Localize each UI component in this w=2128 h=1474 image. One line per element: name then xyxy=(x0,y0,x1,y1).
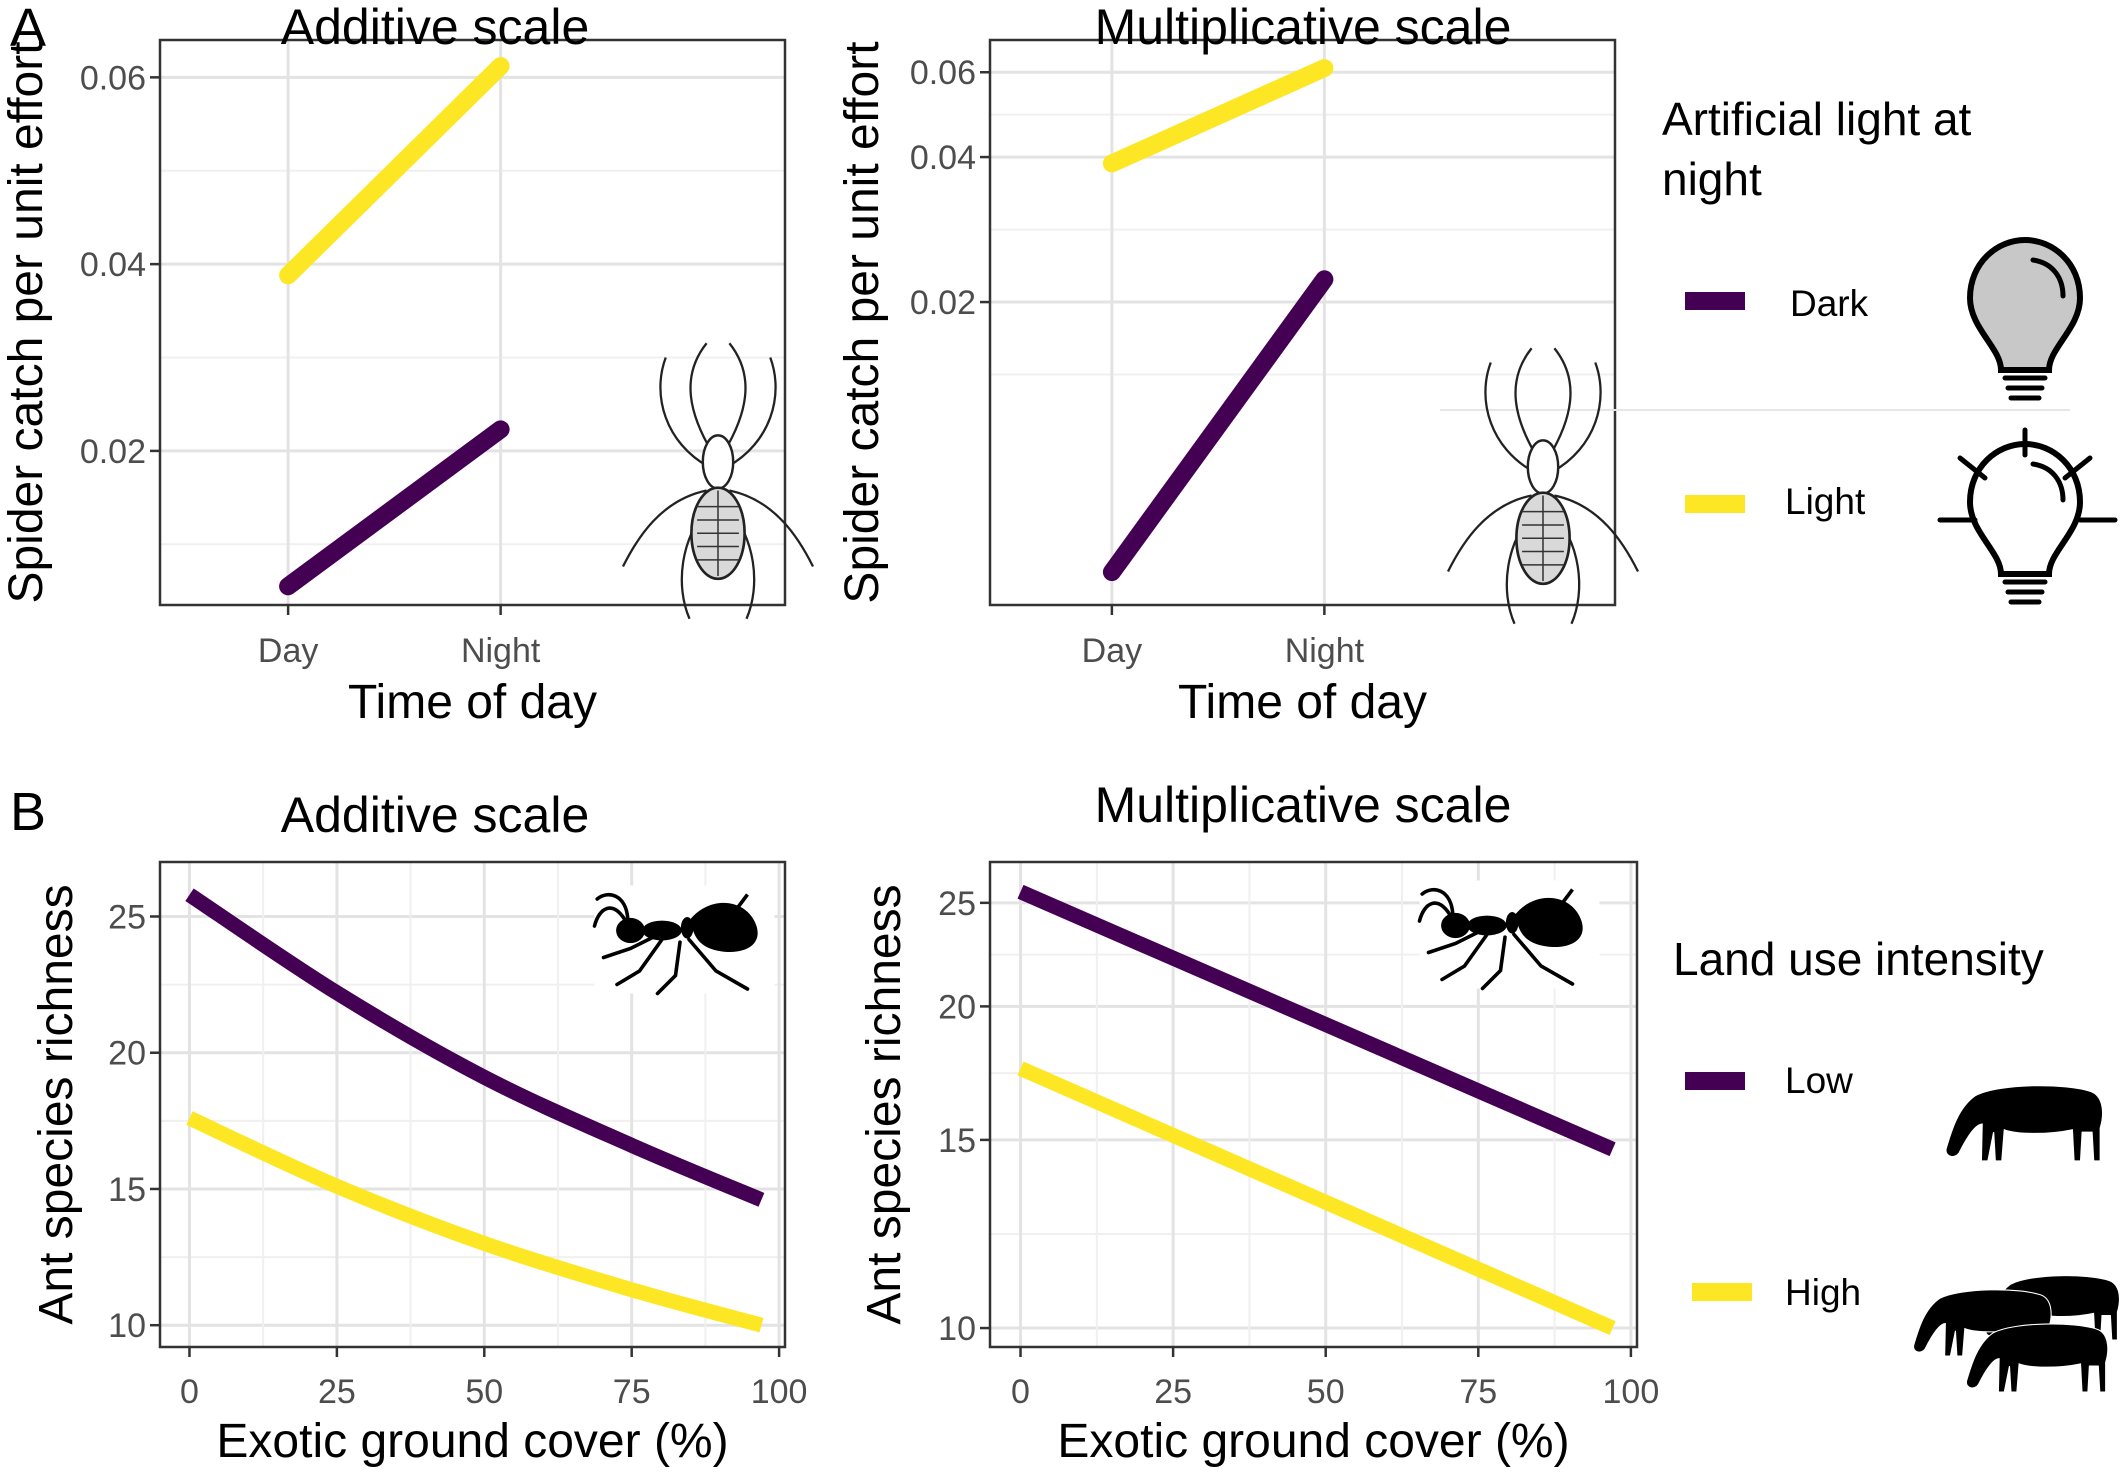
legend-land: Land use intensity Low High xyxy=(1673,933,2044,1313)
x-tick-label: 75 xyxy=(613,1373,651,1411)
bulb-off-icon xyxy=(1966,236,2084,401)
ant-icon xyxy=(592,885,775,996)
x-tick-label: 0 xyxy=(1011,1373,1030,1411)
y-tick-label: 0.02 xyxy=(80,433,146,471)
y-tick-label: 25 xyxy=(108,898,146,936)
chart-ant-multiplicative: 10 15 20 25 0 25 50 75 100 Multiplicative scale Ex… xyxy=(858,777,1659,1468)
y-axis-label: Spider catch per unit effort xyxy=(0,41,53,603)
x-tick-label: 75 xyxy=(1459,1373,1497,1411)
series-line-high xyxy=(186,1111,764,1333)
spider-icon-2 xyxy=(1446,347,1640,625)
plot-border xyxy=(158,38,787,607)
chart-spider-additive: 0.02 0.04 0.06 Day Night Additive scale Time o… xyxy=(0,0,787,729)
x-tick-label: 0 xyxy=(180,1373,199,1411)
x-tick-label: 50 xyxy=(1307,1373,1345,1411)
chart-title: Additive scale xyxy=(281,0,590,55)
panel-letter-a: A xyxy=(10,0,46,58)
legend-label-high: High xyxy=(1785,1272,1861,1313)
plot-border xyxy=(158,860,787,1349)
series-line-high xyxy=(1017,1061,1616,1335)
chart-spider-multiplicative: 0.02 0.04 0.06 Day Night Multiplicative scale… xyxy=(836,0,1617,729)
y-tick-label: 0.06 xyxy=(80,59,146,97)
x-axis-label: Time of day xyxy=(348,676,597,729)
y-tick-label: 10 xyxy=(108,1307,146,1345)
ant-icon-2 xyxy=(1417,880,1600,991)
cow-icon-3 xyxy=(1913,1289,2052,1357)
legend-label-dark: Dark xyxy=(1790,283,1869,324)
x-tick-label: Day xyxy=(1082,632,1142,670)
x-tick-label: 100 xyxy=(1603,1373,1660,1411)
legend-land-title: Land use intensity xyxy=(1673,933,2044,985)
y-tick-label: 20 xyxy=(108,1035,146,1073)
chart-title: Multiplicative scale xyxy=(1095,0,1512,55)
legend-key-low xyxy=(1685,1072,1745,1090)
chart-title: Additive scale xyxy=(281,787,590,843)
legend-light: Artificial light at night Dark Light xyxy=(1440,93,2118,605)
series-line-dark xyxy=(279,420,510,596)
bulb-on-icon xyxy=(1937,427,2118,605)
plot-border xyxy=(988,38,1617,607)
series-line-light xyxy=(1102,59,1334,173)
y-axis-label: Spider catch per unit effort xyxy=(836,41,889,603)
cow-icon xyxy=(1945,1084,2104,1162)
x-tick-label: 50 xyxy=(465,1373,503,1411)
x-tick-label: 25 xyxy=(318,1373,356,1411)
y-tick-label: 0.04 xyxy=(80,246,146,284)
y-tick-label: 15 xyxy=(108,1171,146,1209)
plot-border xyxy=(988,860,1639,1349)
x-axis-label: Exotic ground cover (%) xyxy=(1057,1415,1569,1468)
x-tick-label: 100 xyxy=(751,1373,808,1411)
y-tick-label: 15 xyxy=(938,1122,976,1160)
x-tick-label: 25 xyxy=(1154,1373,1192,1411)
legend-label-low: Low xyxy=(1785,1060,1853,1101)
x-tick-label: Night xyxy=(461,632,541,670)
legend-key-dark xyxy=(1685,292,1745,310)
panel-letter-b: B xyxy=(10,782,46,842)
spider-icon xyxy=(621,342,815,620)
series-line-low xyxy=(185,888,765,1207)
cow-icon-4 xyxy=(1965,1323,2109,1393)
y-tick-label: 25 xyxy=(938,885,976,923)
legend-label-light: Light xyxy=(1785,481,1866,522)
chart-ant-additive: 10 15 20 25 0 25 50 75 100 Additive scale Exotic g… xyxy=(30,787,807,1468)
x-tick-label: Night xyxy=(1285,632,1365,670)
series-line-dark xyxy=(1102,270,1334,582)
chart-title: Multiplicative scale xyxy=(1095,777,1512,833)
y-axis-label: Ant species richness xyxy=(30,884,83,1324)
series-line-light xyxy=(279,57,510,285)
legend-key-light xyxy=(1685,495,1745,513)
x-tick-label: Day xyxy=(258,632,318,670)
legend-light-title-line2: night xyxy=(1662,153,1762,205)
y-tick-label: 0.02 xyxy=(910,284,976,322)
x-axis-label: Exotic ground cover (%) xyxy=(216,1415,728,1468)
x-axis-label: Time of day xyxy=(1178,676,1427,729)
y-tick-label: 0.04 xyxy=(910,139,976,177)
y-tick-label: 10 xyxy=(938,1310,976,1348)
legend-light-title-line1: Artificial light at xyxy=(1662,93,1972,145)
y-tick-label: 20 xyxy=(938,988,976,1026)
legend-key-high xyxy=(1692,1283,1752,1301)
y-axis-label: Ant species richness xyxy=(858,884,911,1324)
y-tick-label: 0.06 xyxy=(910,54,976,92)
series-line-low xyxy=(1017,884,1616,1157)
